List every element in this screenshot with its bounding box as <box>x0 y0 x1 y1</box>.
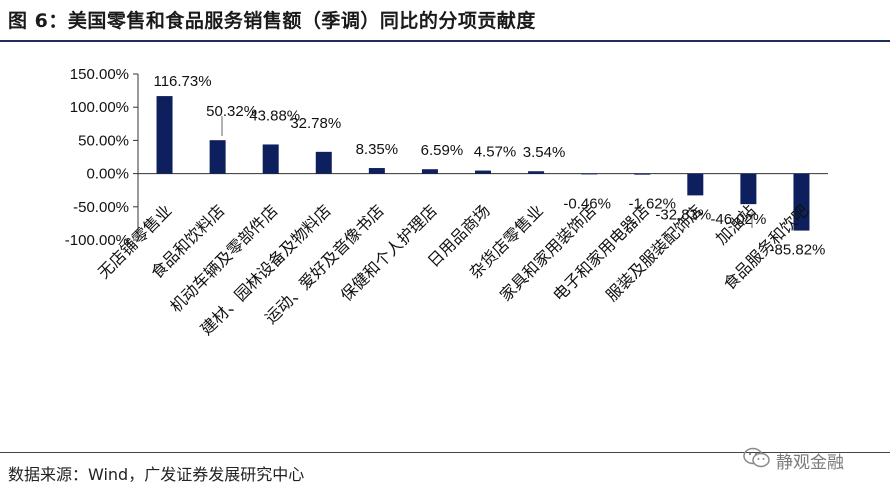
source-note: 数据来源：Wind，广发证券发展研究中心 <box>8 465 305 484</box>
data-label: -1.62% <box>628 196 676 213</box>
bar-chart: 150.00% 100.00% 50.00% 0.00% -50.00% -100.00%… <box>65 66 828 339</box>
bar <box>421 169 438 174</box>
data-label: 8.35% <box>356 141 399 158</box>
category-label: 家具和家用装饰店 <box>496 201 600 305</box>
chart-title: 图 6：美国零售和食品服务销售额（季调）同比的分项贡献度 <box>8 10 536 32</box>
data-label: -0.46% <box>563 195 611 212</box>
watermark-text: 静观金融 <box>776 453 844 473</box>
data-label: 116.73% <box>153 73 211 90</box>
wechat-icon <box>743 447 770 468</box>
y-tick-label: 50.00% <box>78 132 129 149</box>
y-tick-label: -50.00% <box>73 199 129 216</box>
bar <box>740 173 757 205</box>
data-label: 4.57% <box>474 144 517 161</box>
bar <box>262 144 279 174</box>
category-label: 保健和个人护理店 <box>337 201 441 305</box>
watermark: 静观金融 <box>742 446 882 473</box>
y-tick-label: 0.00% <box>86 166 129 183</box>
data-label: -85.82% <box>770 242 826 259</box>
bar <box>528 171 545 174</box>
top-rule <box>0 40 890 42</box>
data-label: 43.88% <box>249 107 300 124</box>
bar <box>475 170 491 174</box>
data-label: -32.83% <box>655 206 711 223</box>
category-label: 服装及服装配饰店 <box>602 201 706 305</box>
bar <box>687 173 704 196</box>
category-label: 电子和家用电器店 <box>549 201 653 305</box>
data-label: 32.78% <box>290 115 341 132</box>
bar <box>315 151 332 174</box>
data-label: 6.59% <box>421 142 464 159</box>
y-tick-label: 100.00% <box>70 99 129 116</box>
bottom-rule <box>0 452 890 453</box>
data-label: 3.54% <box>523 144 566 161</box>
bar <box>368 168 385 174</box>
data-label: 50.32% <box>206 103 257 120</box>
bar <box>209 140 226 174</box>
y-tick-label: -100.00% <box>65 232 129 249</box>
bar <box>793 173 810 231</box>
bar <box>156 96 173 174</box>
bar <box>634 173 651 175</box>
y-tick-label: 150.00% <box>70 66 129 83</box>
bar <box>581 173 598 175</box>
